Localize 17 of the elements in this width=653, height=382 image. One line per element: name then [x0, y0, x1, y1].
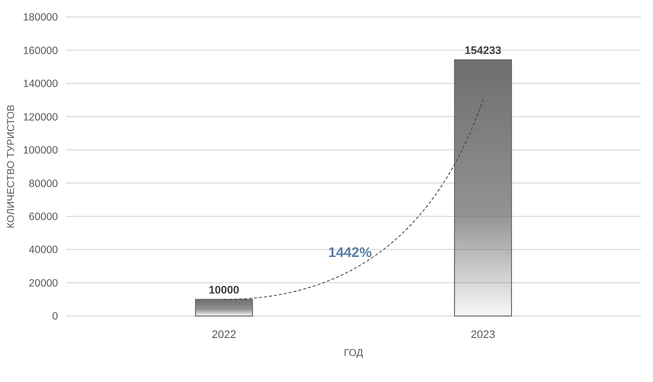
y-tick-label: 100000 [22, 144, 58, 157]
x-axis-title: ГОД [344, 348, 364, 359]
y-tick-label: 120000 [22, 111, 58, 124]
y-tick-label: 40000 [28, 244, 58, 256]
y-tick-label: 60000 [28, 211, 58, 224]
data-label: 10000 [208, 284, 240, 296]
x-tick-label: 2023 [470, 329, 496, 341]
x-tick-label: 2022 [212, 329, 236, 341]
annotation: 1442% [328, 244, 372, 260]
y-tick-label: 140000 [22, 78, 58, 90]
data-label: 154233 [464, 44, 502, 57]
y-axis-title: КОЛИЧЕСТВО ТУРИСТОВ [6, 104, 17, 228]
y-tick-label: 0 [52, 310, 58, 323]
y-tick-label: 160000 [22, 44, 58, 57]
y-tick-label: 80000 [28, 178, 58, 190]
y-tick-label: 180000 [22, 12, 58, 24]
y-tick-label: 20000 [28, 277, 58, 290]
